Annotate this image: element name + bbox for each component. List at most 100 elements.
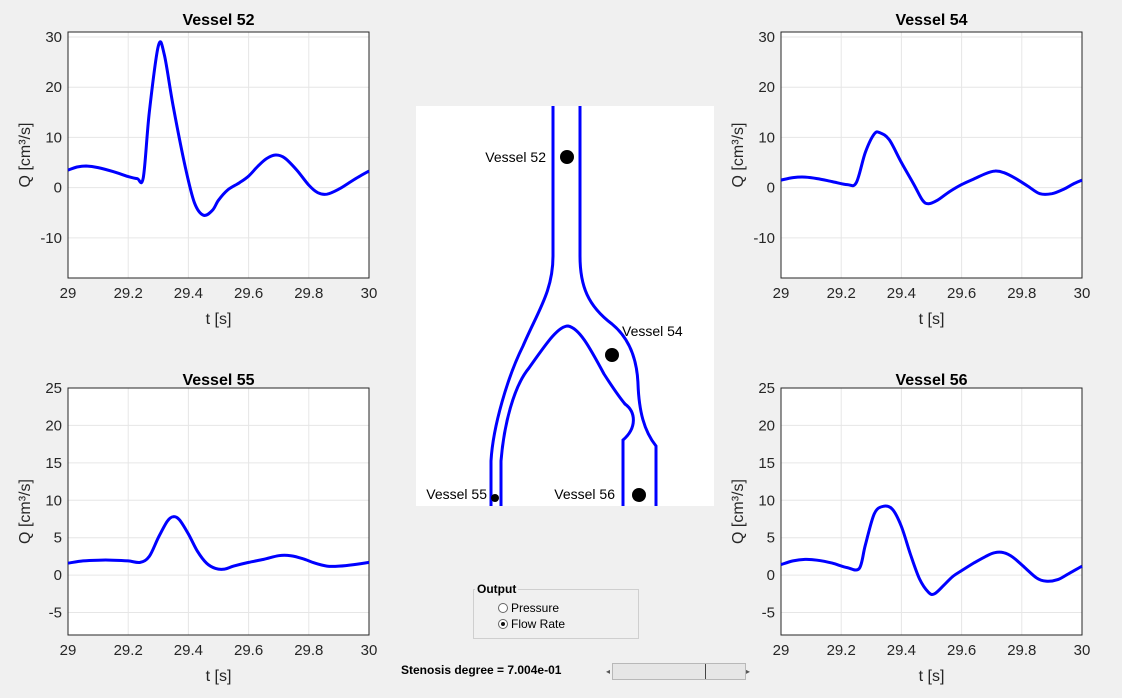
plot-vessel-56-ytick-label: 25 bbox=[758, 380, 775, 397]
plot-vessel-55-ytick-label: 15 bbox=[45, 455, 62, 472]
label-vessel-54: Vessel 54 bbox=[622, 323, 683, 339]
slider-trough[interactable] bbox=[612, 663, 746, 680]
plot-vessel-52-series-line-0 bbox=[67, 40, 370, 217]
plot-vessel-55-ylabel: Q [cm³/s] bbox=[17, 479, 34, 544]
plot-vessel-54-axes-background bbox=[781, 32, 1082, 278]
vessel-wall-left-inner bbox=[499, 324, 627, 506]
plot-vessel-54-ylabel: Q [cm³/s] bbox=[730, 123, 747, 188]
marker-vessel-55 bbox=[491, 494, 499, 502]
radio-pressure[interactable]: Pressure bbox=[498, 601, 559, 615]
plot-vessel-52-ylabel: Q [cm³/s] bbox=[17, 123, 34, 188]
plot-vessel-56-xtick-label: 29 bbox=[773, 642, 790, 659]
plot-vessel-52-ytick-label: -10 bbox=[40, 230, 62, 247]
plot-vessel-52-ytick-label: 10 bbox=[45, 129, 62, 146]
plot-vessel-56-xtick-label: 29.4 bbox=[887, 642, 916, 659]
plot-vessel-56-ylabel: Q [cm³/s] bbox=[730, 479, 747, 544]
marker-vessel-54 bbox=[605, 348, 619, 362]
plot-vessel-52-title: Vessel 52 bbox=[182, 12, 254, 29]
stenosis-slider[interactable]: ◂ ▸ bbox=[604, 663, 752, 680]
plot-vessel-56-xlabel: t [s] bbox=[919, 668, 945, 685]
plot-vessel-55-ytick-label: 20 bbox=[45, 417, 62, 434]
slider-left-arrow-icon[interactable]: ◂ bbox=[605, 667, 610, 676]
plot-vessel-54-ytick-label: 20 bbox=[758, 79, 775, 96]
label-vessel-52: Vessel 52 bbox=[485, 149, 546, 165]
plot-vessel-54-xtick-label: 29.8 bbox=[1007, 285, 1036, 302]
plot-vessel-55-xtick-label: 29.8 bbox=[294, 642, 323, 659]
plot-vessel-52-ytick-label: 30 bbox=[45, 29, 62, 46]
plot-vessel-56-xtick-label: 29.6 bbox=[947, 642, 976, 659]
plot-vessel-56-ytick-label: 0 bbox=[767, 567, 775, 584]
plot-vessel-55-xtick-label: 30 bbox=[361, 642, 378, 659]
plot-vessel-56-ytick-label: -5 bbox=[762, 605, 775, 622]
plot-vessel-56-xtick-label: 30 bbox=[1074, 642, 1091, 659]
label-vessel-55: Vessel 55 bbox=[426, 486, 487, 502]
plot-vessel-54-ytick-label: -10 bbox=[753, 230, 775, 247]
plot-vessel-55-ytick-label: 25 bbox=[45, 380, 62, 397]
plot-vessel-55-title: Vessel 55 bbox=[182, 372, 254, 389]
output-button-group: Output Pressure Flow Rate bbox=[473, 582, 639, 639]
plot-vessel-52-xtick-label: 29.6 bbox=[234, 285, 263, 302]
plot-vessel-55-xlabel: t [s] bbox=[206, 668, 232, 685]
plot-vessel-54-ytick-label: 0 bbox=[767, 180, 775, 197]
vessel-diagram: Vessel 52 Vessel 54 Vessel 55 Vessel 56 bbox=[416, 106, 714, 506]
plot-vessel-55-ytick-label: 0 bbox=[54, 567, 62, 584]
plot-vessel-55-xtick-label: 29.6 bbox=[234, 642, 263, 659]
plot-vessel-55-xtick-label: 29.4 bbox=[174, 642, 203, 659]
plot-vessel-54-series-line-0 bbox=[780, 130, 1083, 206]
output-group-title: Output bbox=[475, 582, 519, 596]
plot-vessel-56-title: Vessel 56 bbox=[895, 372, 967, 389]
plot-vessel-56-ytick-label: 5 bbox=[767, 530, 775, 547]
plot-vessel-52-xtick-label: 30 bbox=[361, 285, 378, 302]
plot-vessel-54-xtick-label: 29.4 bbox=[887, 285, 916, 302]
plot-vessel-52-ytick-label: 0 bbox=[54, 180, 62, 197]
plot-vessel-54-xtick-label: 29.2 bbox=[827, 285, 856, 302]
plot-vessel-56-series-line-0 bbox=[780, 504, 1083, 597]
plot-vessel-52-xtick-label: 29.2 bbox=[114, 285, 143, 302]
radio-pressure-circle[interactable] bbox=[498, 603, 508, 613]
plot-vessel-54-title: Vessel 54 bbox=[895, 12, 967, 29]
plot-vessel-52-xlabel: t [s] bbox=[206, 311, 232, 328]
plot-vessel-54-xlabel: t [s] bbox=[919, 311, 945, 328]
plot-vessel-55-ytick-label: -5 bbox=[49, 605, 62, 622]
plot-vessel-52-xtick-label: 29 bbox=[60, 285, 77, 302]
plot-vessel-54-xtick-label: 30 bbox=[1074, 285, 1091, 302]
plot-vessel-52-xtick-label: 29.4 bbox=[174, 285, 203, 302]
radio-pressure-label[interactable]: Pressure bbox=[511, 601, 560, 615]
stenosis-bump bbox=[621, 402, 635, 506]
plot-vessel-54-ytick-label: 10 bbox=[758, 129, 775, 146]
plot-vessel-56-xtick-label: 29.2 bbox=[827, 642, 856, 659]
plot-vessel-56-axes-box bbox=[780, 387, 1083, 636]
plot-vessel-55-axes-box bbox=[67, 387, 370, 636]
radio-flow-rate-label[interactable]: Flow Rate bbox=[511, 617, 566, 631]
slider-right-arrow-icon[interactable]: ▸ bbox=[745, 667, 750, 676]
marker-vessel-56 bbox=[632, 488, 646, 502]
vessel-diagram-svg: Vessel 52 Vessel 54 Vessel 55 Vessel 56 bbox=[426, 106, 683, 506]
slider-thumb[interactable] bbox=[705, 664, 706, 679]
plot-vessel-54-xtick-label: 29 bbox=[773, 285, 790, 302]
plot-vessel-55-xtick-label: 29 bbox=[60, 642, 77, 659]
vessel-wall-left-outer bbox=[489, 106, 555, 506]
plot-vessel-55-axes-background bbox=[68, 388, 369, 635]
plot-vessel-52-axes-box bbox=[67, 31, 370, 279]
plot-vessel-52-ytick-label: 20 bbox=[45, 79, 62, 96]
plot-vessel-56-xtick-label: 29.8 bbox=[1007, 642, 1036, 659]
plot-vessel-55-series-line-0 bbox=[67, 515, 370, 571]
radio-flow-rate[interactable]: Flow Rate bbox=[498, 617, 565, 631]
plot-vessel-54-ytick-label: 30 bbox=[758, 29, 775, 46]
plot-vessel-56-ytick-label: 10 bbox=[758, 492, 775, 509]
marker-vessel-52 bbox=[560, 150, 574, 164]
plot-vessel-55-xtick-label: 29.2 bbox=[114, 642, 143, 659]
label-vessel-56: Vessel 56 bbox=[554, 486, 615, 502]
radio-flow-rate-circle[interactable] bbox=[498, 619, 508, 629]
vessel-wall-right-outer bbox=[578, 106, 658, 506]
plot-vessel-52-xtick-label: 29.8 bbox=[294, 285, 323, 302]
stenosis-degree-label: Stenosis degree = 7.004e-01 bbox=[401, 663, 562, 677]
